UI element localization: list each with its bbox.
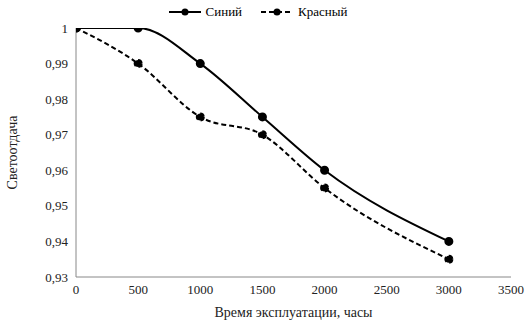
svg-text:3000: 3000 <box>436 282 462 297</box>
svg-text:0,98: 0,98 <box>45 92 68 107</box>
svg-text:0: 0 <box>73 282 80 297</box>
svg-text:1: 1 <box>62 21 69 36</box>
svg-text:Время эксплуатации, часы: Время эксплуатации, часы <box>214 305 373 320</box>
html-text:Синий: Синий <box>205 4 243 19</box>
svg-text:0,97: 0,97 <box>45 127 68 142</box>
svg-text:2500: 2500 <box>374 282 400 297</box>
svg-text:0,94: 0,94 <box>45 234 68 249</box>
svg-text:1000: 1000 <box>187 282 213 297</box>
svg-text:0,99: 0,99 <box>45 56 68 71</box>
svg-text:2000: 2000 <box>312 282 338 297</box>
svg-text:0,93: 0,93 <box>45 270 68 285</box>
svg-text:0,95: 0,95 <box>45 198 68 213</box>
svg-text:3500: 3500 <box>498 282 521 297</box>
html-text:Красный: Красный <box>298 4 348 19</box>
svg-text:Светоотдача: Светоотдача <box>8 115 20 190</box>
svg-text:1500: 1500 <box>249 282 275 297</box>
svg-text:500: 500 <box>128 282 148 297</box>
svg-text:0,96: 0,96 <box>45 163 68 178</box>
